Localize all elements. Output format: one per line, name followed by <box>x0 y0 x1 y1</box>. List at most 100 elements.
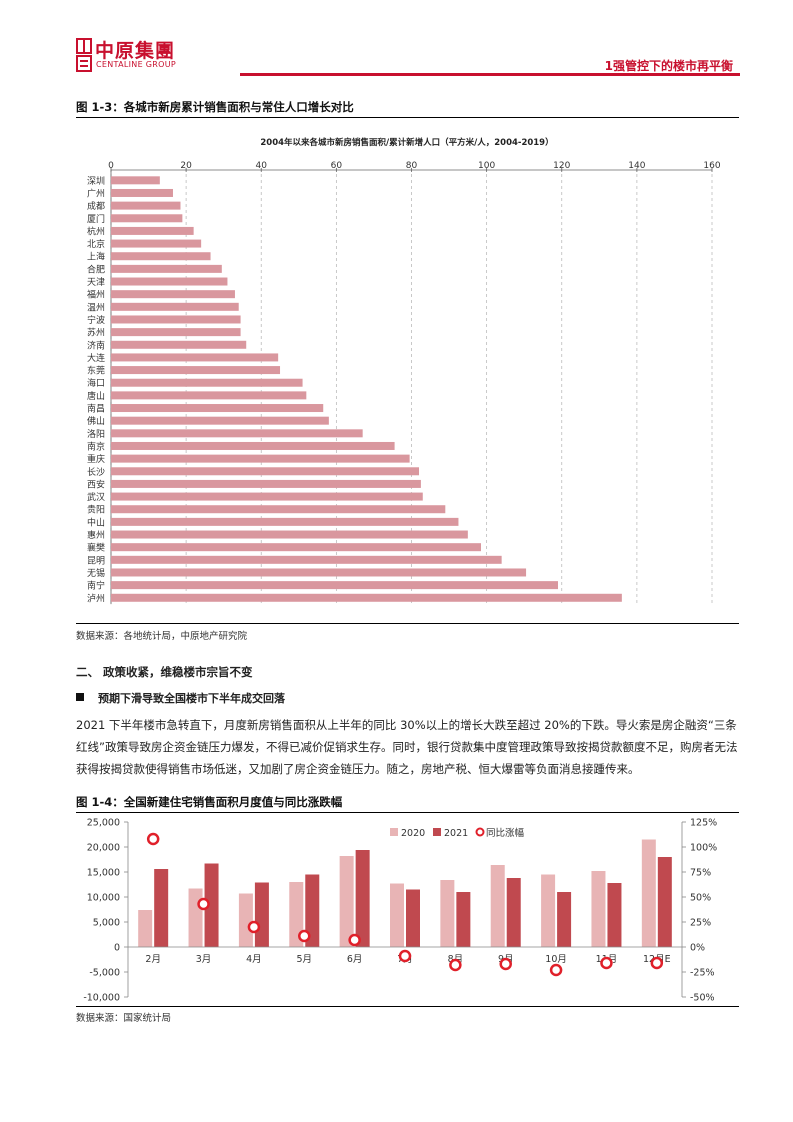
x-tick-label: 160 <box>703 161 720 171</box>
left-tick-label: -5,000 <box>89 968 120 979</box>
bar-唐山 <box>111 391 307 400</box>
bar-昆明 <box>111 555 502 564</box>
category-label: 5月 <box>296 954 312 965</box>
bar-2021-4月 <box>254 882 269 947</box>
logo-text-cn: 中原集團 <box>95 40 176 62</box>
bar-西安 <box>111 479 421 488</box>
right-tick-label: 50% <box>690 893 711 904</box>
right-tick-label: 0% <box>690 943 705 954</box>
right-tick-label: 75% <box>690 868 711 879</box>
figure-1-top-rule <box>76 117 739 118</box>
bar-2021-3月 <box>204 863 219 947</box>
x-tick-label: 20 <box>180 161 192 171</box>
category-label: 4月 <box>246 954 262 965</box>
category-label: 温州 <box>87 302 105 313</box>
category-label: 中山 <box>87 516 105 528</box>
bar-2020-4月 <box>238 893 253 947</box>
legend-label: 2020 <box>401 828 425 839</box>
left-tick-label: -10,000 <box>83 993 120 1004</box>
right-tick-label: -25% <box>690 968 715 979</box>
yoy-point-3月 <box>197 897 210 911</box>
category-label: 南京 <box>87 440 105 452</box>
logo-text-en: CENTALINE GROUP <box>96 60 176 69</box>
yoy-point-5月 <box>298 929 311 943</box>
subsection-heading-text: 预期下滑导致全国楼市下半年成交回落 <box>98 692 285 705</box>
report-title: 1强管控下的楼市再平衡 <box>604 59 733 73</box>
bar-2020-9月 <box>490 865 505 947</box>
bar-东莞 <box>111 366 281 375</box>
category-label: 2月 <box>145 954 161 965</box>
yoy-point-7月 <box>398 949 412 963</box>
left-tick-label: 0 <box>114 943 120 954</box>
category-label: 武汉 <box>87 491 105 503</box>
category-label: 南宁 <box>87 580 105 592</box>
monthly-sales-area-combo-chart: -10,000 -5,000 0 5,000 10,000 15,000 20,000 25,… <box>83 818 717 1004</box>
category-label: 3月 <box>196 954 212 965</box>
bar-宁波 <box>111 315 241 324</box>
x-tick-label: 60 <box>331 161 343 171</box>
category-label: 洛阳 <box>87 428 105 440</box>
bar-2021-5月 <box>305 874 320 947</box>
bar-南京 <box>111 441 395 450</box>
category-label: 襄樊 <box>87 542 105 554</box>
right-tick-label: -50% <box>690 993 715 1004</box>
category-label: 广州 <box>87 187 105 199</box>
bar-武汉 <box>111 492 423 501</box>
yoy-point-6月 <box>348 933 361 947</box>
category-label: 成都 <box>87 200 105 212</box>
bar-贵阳 <box>111 505 446 514</box>
category-label: 东莞 <box>87 365 105 377</box>
bar-2020-8月 <box>440 880 455 947</box>
left-tick-label: 25,000 <box>87 818 120 829</box>
bar-2020-11月 <box>591 871 606 947</box>
square-bullet-icon <box>76 693 84 701</box>
bar-济南 <box>111 340 247 349</box>
right-tick-label: 100% <box>690 843 717 854</box>
bar-2020-10月 <box>541 874 556 947</box>
category-label: 长沙 <box>87 466 105 478</box>
category-label: 大连 <box>87 352 105 364</box>
x-tick-label: 100 <box>478 161 495 171</box>
category-label: 厦门 <box>87 213 105 225</box>
yoy-point-8月 <box>449 958 462 972</box>
bar-襄樊 <box>111 543 481 552</box>
bar-2021-8月 <box>456 892 471 947</box>
x-tick-label: 80 <box>406 161 418 171</box>
bar-广州 <box>111 188 173 197</box>
bar-泸州 <box>111 593 622 602</box>
bar-福州 <box>111 290 235 299</box>
yoy-point-10月 <box>549 963 563 977</box>
right-tick-label: 125% <box>690 818 717 829</box>
bar-中山 <box>111 517 459 526</box>
bar-2021-7月 <box>406 889 420 947</box>
category-label: 合肥 <box>87 263 105 275</box>
category-label: 杭州 <box>87 225 105 237</box>
x-tick-label: 40 <box>256 161 268 171</box>
category-label: 济南 <box>87 339 105 351</box>
category-label: 天津 <box>87 277 105 288</box>
bar-2021-9月 <box>506 878 521 947</box>
bar-大连 <box>111 353 279 362</box>
bar-海口 <box>111 378 303 387</box>
x-tick-label: 0 <box>108 161 114 171</box>
bar-苏州 <box>111 328 241 337</box>
category-label: 西安 <box>87 478 105 490</box>
category-label: 佛山 <box>87 415 105 427</box>
legend-label: 2021 <box>444 828 468 839</box>
yoy-point-4月 <box>247 920 261 934</box>
subsection-heading: 预期下滑导致全国楼市下半年成交回落 <box>76 690 285 706</box>
yoy-point-9月 <box>499 957 512 971</box>
bar-温州 <box>111 302 239 311</box>
header-divider <box>240 73 740 76</box>
category-label: 福州 <box>87 289 105 301</box>
bar-深圳 <box>111 176 160 185</box>
category-label: 唐山 <box>87 390 105 402</box>
bar-2020-12月E <box>641 839 656 947</box>
section-heading: 二、 政策收紧，维稳楼市宗旨不变 <box>76 665 253 679</box>
bar-2020-7月 <box>390 883 404 947</box>
category-label: 宁波 <box>87 314 105 326</box>
figure-1-title: 图 1-3：各城市新房累计销售面积与常住人口增长对比 <box>76 100 354 114</box>
category-label: 泸州 <box>87 593 105 604</box>
bar-北京 <box>111 239 202 248</box>
left-tick-label: 5,000 <box>93 918 120 929</box>
